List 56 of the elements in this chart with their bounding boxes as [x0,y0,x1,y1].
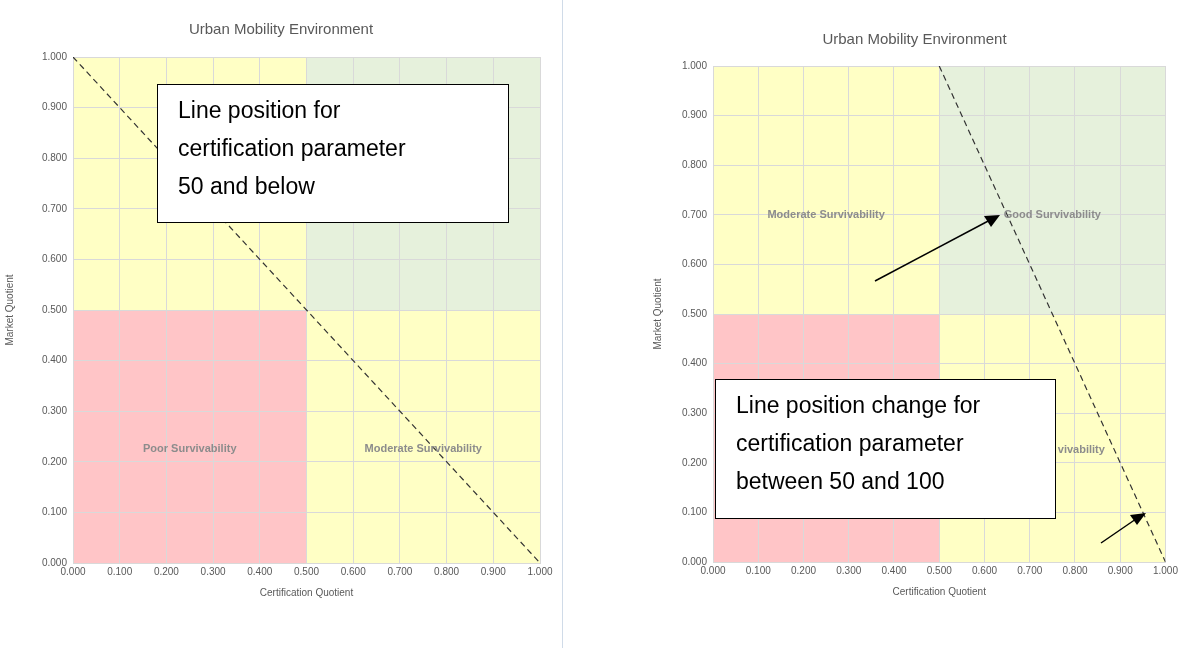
x-tick-label: 1.000 [1152,564,1179,576]
annotation: Moderate Survivability [767,207,886,220]
x-tick-label: 0.900 [1107,564,1134,576]
y-tick-label: 0.300 [681,406,708,418]
x-tick-label: 0.400 [881,564,907,576]
annotation: Poor Survivability [142,442,238,455]
x-tick-label: 0.300 [836,564,862,576]
x-tick-label: 0.300 [200,565,227,577]
x-tick-label: 0.800 [434,565,460,577]
y-tick-label: 0.900 [41,101,68,113]
annotation: vivability [1057,443,1106,456]
y-tick-label: 0.600 [681,258,708,270]
x-tick-label: 0.000 [700,564,726,576]
y-tick-label: 0.700 [41,202,68,214]
annotation: Moderate Survivability [364,442,483,455]
x-tick-label: 0.200 [790,564,817,576]
x-tick-label: 0.100 [107,565,133,577]
x-tick-label: 0.000 [60,565,86,577]
x-tick-label: 0.400 [247,565,273,577]
y-tick-label: 1.000 [681,59,708,71]
y-tick-label: 0.700 [681,208,708,220]
x-tick-label: 0.500 [926,564,953,576]
x-tick-label: 0.200 [153,565,180,577]
y-tick-label: 0.100 [681,506,708,518]
callout-box: Line position for certification parameter 50 and below [157,84,509,223]
y-tick-label: 0.000 [681,555,708,567]
y-axis-title: Market Quotient [3,274,15,346]
y-tick-label: 0.400 [41,354,68,366]
x-axis-title: Certification Quotient [892,585,987,597]
x-tick-label: 0.500 [293,565,320,577]
y-tick-label: 0.200 [41,455,68,467]
y-tick-label: 0.900 [681,109,708,121]
y-tick-label: 0.300 [41,404,68,416]
x-tick-label: 0.600 [340,565,367,577]
callout-box: Line position change for certification parameter between 50 and 100 [715,379,1056,519]
chart-title: Urban Mobility Environment [821,30,1008,47]
x-axis-title: Certification Quotient [259,586,354,598]
x-tick-label: 0.900 [480,565,507,577]
y-tick-label: 0.500 [41,303,68,315]
x-tick-label: 0.700 [387,565,413,577]
y-tick-label: 0.800 [41,151,68,163]
y-tick-label: 0.000 [41,556,68,568]
x-tick-label: 0.800 [1062,564,1088,576]
x-tick-label: 0.600 [971,564,998,576]
y-tick-label: 1.000 [41,50,68,62]
y-tick-label: 0.500 [681,307,708,319]
y-tick-label: 0.100 [41,506,68,518]
x-tick-label: 1.000 [527,565,553,577]
chart-title: Urban Mobility Environment [187,20,375,37]
x-tick-label: 0.700 [1017,564,1043,576]
y-tick-label: 0.800 [681,158,708,170]
y-tick-label: 0.400 [681,357,708,369]
x-tick-label: 0.100 [745,564,772,576]
y-tick-label: 0.200 [681,456,708,468]
y-axis-title: Market Quotient [651,278,663,350]
y-tick-label: 0.600 [41,253,68,265]
